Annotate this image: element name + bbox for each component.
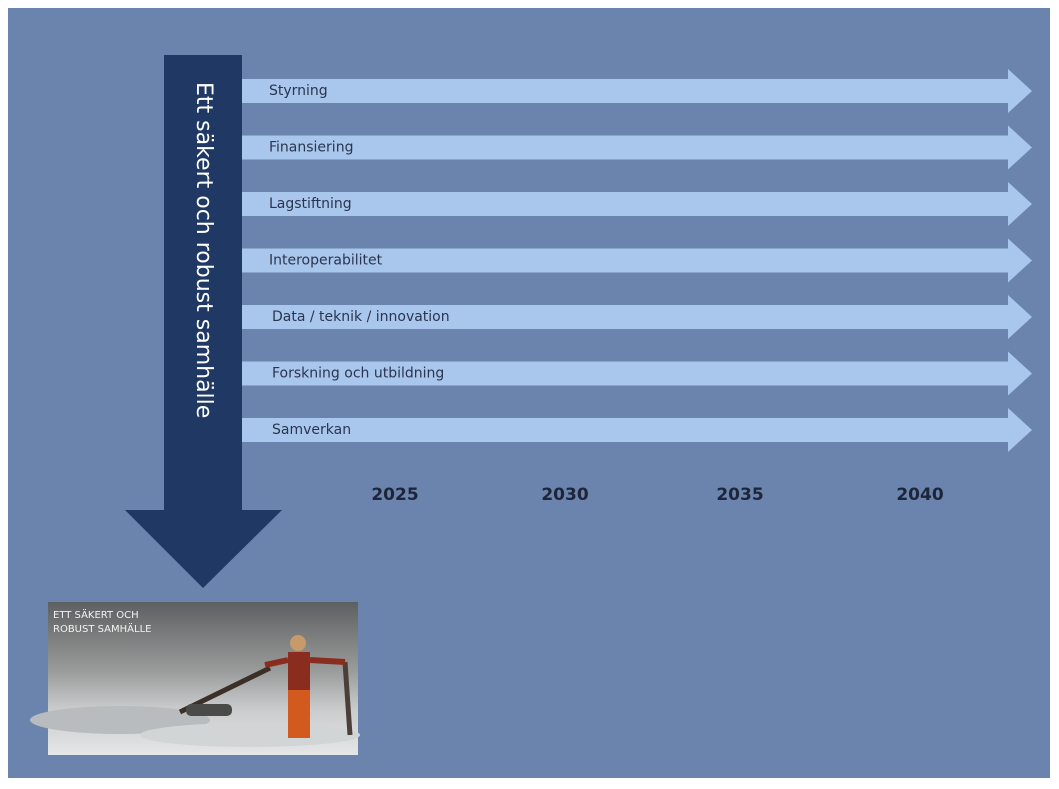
- year-label: 2025: [371, 485, 418, 505]
- theme-label: Samverkan: [272, 422, 351, 438]
- photo-person-head: [290, 635, 306, 651]
- slide: Styrning Finansiering Lagstiftning Interope…: [0, 0, 1059, 789]
- arrow-title: Ett säkert och robust samhälle: [191, 82, 216, 418]
- theme-label: Interoperabilitet: [269, 253, 383, 269]
- year-label: 2035: [716, 485, 763, 505]
- theme-label: Finansiering: [269, 140, 353, 156]
- theme-label: Data / teknik / innovation: [272, 309, 450, 325]
- photo-caption: ETT SÄKERT OCH: [53, 608, 139, 621]
- year-label: 2040: [896, 485, 943, 505]
- page: {"title": "Ett säkert och robust samhäll…: [0, 0, 1059, 789]
- photo-person-legs: [288, 690, 310, 738]
- photo-person-body: [288, 652, 310, 690]
- theme-label: Lagstiftning: [269, 196, 352, 212]
- year-label: 2030: [541, 485, 588, 505]
- photo-ice: [140, 723, 360, 747]
- photo-caption: ROBUST SAMHÄLLE: [53, 622, 151, 635]
- photo-person-arm: [310, 660, 345, 662]
- theme-label: Styrning: [269, 83, 328, 99]
- photo-object: [186, 704, 232, 716]
- photo: ETT SÄKERT OCH ROBUST SAMHÄLLE: [30, 602, 360, 755]
- theme-label: Forskning och utbildning: [272, 366, 444, 382]
